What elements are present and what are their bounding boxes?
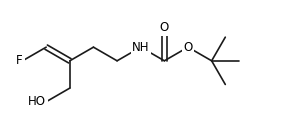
Text: F: F [16,54,22,67]
Text: O: O [160,21,169,34]
Text: O: O [183,41,193,54]
Text: NH: NH [132,41,149,54]
Text: HO: HO [28,95,46,108]
